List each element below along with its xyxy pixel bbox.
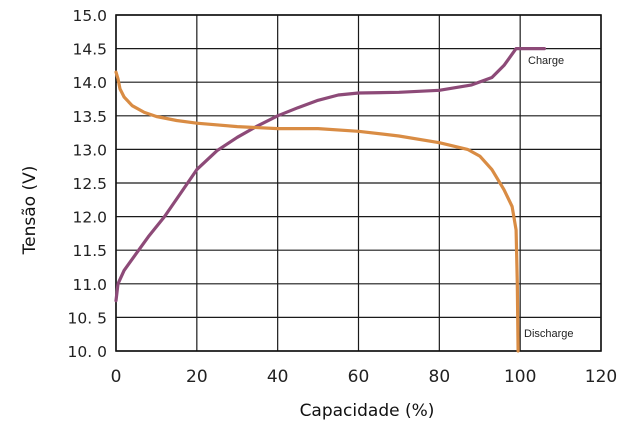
series-labels: Charge Discharge <box>524 55 574 340</box>
y-tick-label: 15.0 <box>72 7 107 25</box>
series-lines <box>114 47 546 353</box>
y-tick-label: 10. 0 <box>68 343 107 361</box>
y-axis-ticks: 10. 0 10. 5 11.0 11.5 12.0 12.5 13.0 13.5 14.0 14… <box>68 7 107 361</box>
y-tick-label: 11.5 <box>72 242 107 260</box>
y-tick-label: 11.0 <box>72 276 107 294</box>
x-tick-label: 0 <box>111 367 122 387</box>
x-axis-ticks: 0 20 40 60 80 100 120 <box>111 367 618 387</box>
x-tick-label: 80 <box>429 367 451 387</box>
series-label-charge: Charge <box>528 55 564 67</box>
x-tick-label: 20 <box>186 367 208 387</box>
y-tick-label: 14.0 <box>72 74 107 92</box>
y-tick-label: 10. 5 <box>68 309 107 327</box>
plot-border <box>115 14 602 352</box>
x-tick-label: 100 <box>504 367 536 387</box>
x-tick-label: 60 <box>348 367 370 387</box>
plot-frame <box>115 14 602 352</box>
series-label-discharge: Discharge <box>524 328 574 340</box>
y-tick-label: 14.5 <box>72 41 107 59</box>
x-tick-label: 120 <box>585 367 617 387</box>
series-line-charge <box>114 47 546 303</box>
y-tick-label: 13.0 <box>72 141 107 159</box>
x-axis-title: Capacidade (%) <box>300 401 435 421</box>
y-tick-label: 12.5 <box>72 175 107 193</box>
series-line-discharge <box>114 70 520 353</box>
y-axis-title: Tensão (V) <box>20 166 40 256</box>
y-tick-label: 13.5 <box>72 108 107 126</box>
y-tick-label: 12.0 <box>72 209 107 227</box>
x-tick-label: 40 <box>267 367 289 387</box>
